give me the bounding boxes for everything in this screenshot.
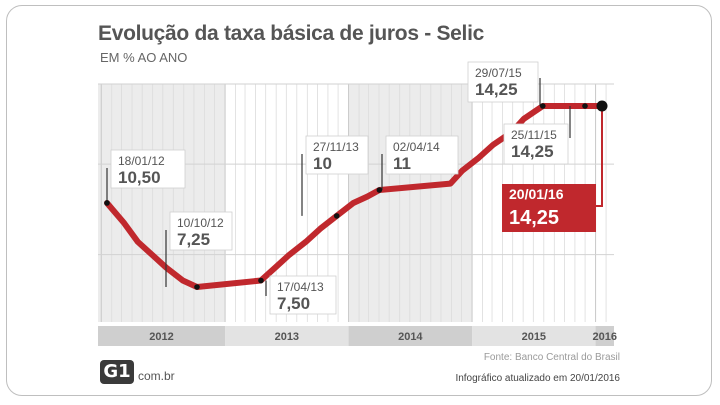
year-axis-cell [472, 326, 596, 346]
annotation-7: 20/01/16 14,25 [502, 100, 608, 232]
source-note: Fonte: Banco Central do Brasil [483, 352, 620, 363]
g1-logo-mark: G1 [100, 360, 134, 384]
annotation-date: 25/11/15 [511, 128, 557, 142]
chart-title: Evolução da taxa básica de juros - Selic [98, 22, 484, 45]
annotation-box [385, 135, 459, 175]
year-axis-cell [348, 326, 473, 346]
year-axis-cell [225, 326, 349, 346]
selic-series-line [104, 103, 605, 290]
g1-logo: G1 com.br [100, 360, 190, 386]
annotation-box [305, 135, 369, 175]
updated-note: Infográfico atualizado em 20/01/2016 [455, 373, 620, 384]
annotation-1: 10/10/127,25 [165, 211, 233, 290]
annotation-point [333, 213, 340, 219]
annotation-value: 14,25 [509, 207, 559, 229]
year-tick-label: 2012 [149, 331, 173, 343]
annotation-value: 14,25 [511, 142, 554, 161]
annotation-point [539, 103, 546, 109]
annotation-date: 20/01/16 [509, 186, 564, 202]
annotation-point [582, 103, 588, 109]
annotation-value: 10,50 [118, 168, 161, 187]
annotation-date: 02/04/14 [393, 140, 440, 154]
year-tick-label: 2015 [522, 331, 546, 343]
year-tick-label: 2014 [398, 331, 423, 343]
annotation-point [258, 277, 264, 284]
annotation-value: 14,25 [475, 80, 518, 99]
annotation-value: 7,50 [277, 294, 310, 313]
annotation-date: 10/10/12 [177, 216, 224, 230]
g1-logo-domain: com.br [138, 369, 175, 383]
annotation-value: 7,25 [177, 230, 210, 249]
year-tick-label: 2013 [275, 331, 299, 343]
year-axis-cell [595, 326, 614, 346]
annotation-point [596, 100, 608, 112]
year-axis-cell [98, 326, 226, 346]
year-band-2012 [98, 84, 226, 322]
annotation-date: 29/07/15 [475, 66, 522, 80]
annotation-date: 27/11/13 [313, 140, 359, 154]
year-band-2014 [348, 84, 473, 322]
annotation-value: 10 [313, 154, 332, 173]
year-tick-label: 2016 [593, 331, 617, 343]
annotation-point [194, 284, 200, 290]
annotation-box [169, 211, 233, 251]
chart-subtitle: EM % AO ANO [100, 50, 188, 65]
annotation-value: 11 [393, 154, 411, 173]
annotation-leader [596, 106, 603, 207]
annotation-box [110, 149, 186, 189]
annotation-date: 18/01/12 [118, 154, 165, 168]
annotation-point [104, 200, 110, 206]
annotation-2: 17/04/137,50 [258, 275, 337, 315]
annotation-box [467, 61, 539, 103]
annotation-box [503, 123, 569, 165]
annotation-box [269, 275, 337, 315]
annotation-date: 17/04/13 [277, 280, 324, 294]
annotation-point [376, 187, 383, 193]
annotation-box [502, 184, 596, 232]
